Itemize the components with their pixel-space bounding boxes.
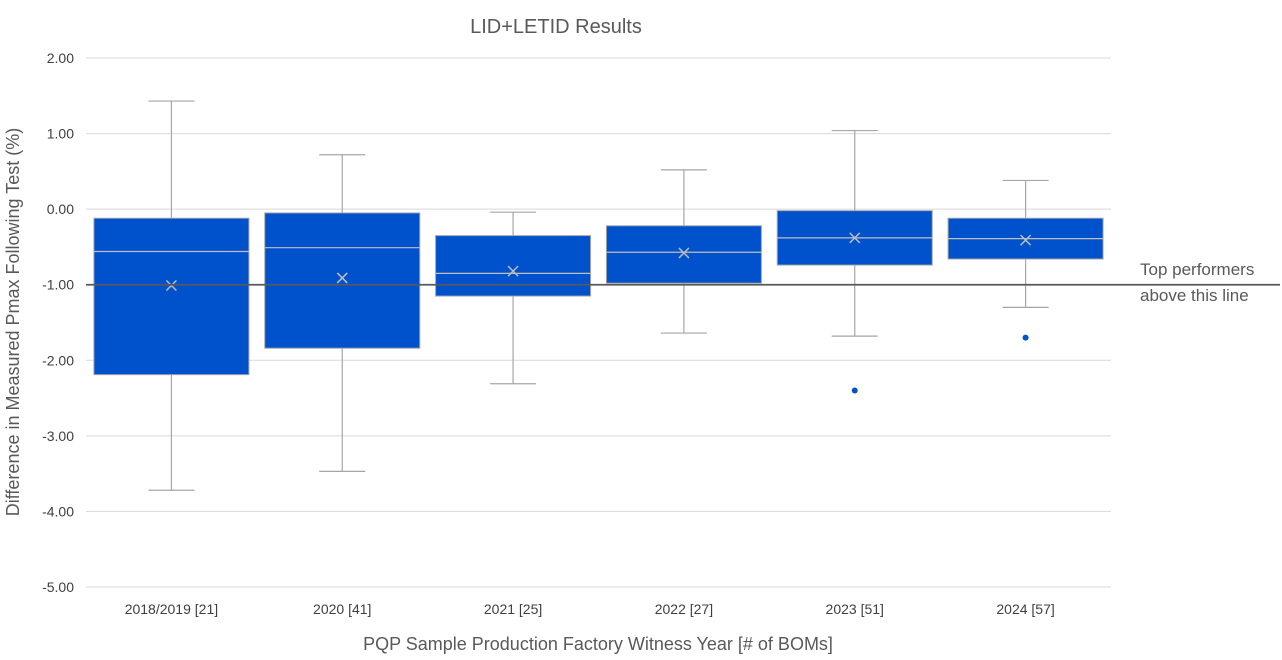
box-series-item (947, 179, 1104, 341)
y-tick-label: 1.00 (47, 126, 74, 142)
reference-label-line1: Top performers (1140, 260, 1254, 279)
box-iqr (435, 235, 592, 297)
x-tick-label: 2021 [25] (484, 601, 542, 617)
box-series-item (605, 169, 762, 334)
reference-line-group: Top performers above this line (86, 260, 1280, 305)
x-tick-label: 2024 [57] (996, 601, 1054, 617)
box-series-item (435, 211, 592, 385)
outlier-point (1022, 334, 1029, 341)
y-tick-label: -2.00 (42, 352, 74, 368)
outlier-point (851, 387, 858, 394)
mean-marker (336, 272, 348, 284)
y-tick-label: 0.00 (47, 201, 74, 217)
box-series-item (264, 154, 421, 472)
mean-marker (678, 247, 690, 259)
box-iqr (93, 217, 250, 376)
box-iqr (605, 225, 762, 284)
y-tick-label: -1.00 (42, 277, 74, 293)
mean-marker (507, 265, 519, 277)
x-tick-label: 2020 [41] (313, 601, 371, 617)
x-tick-label: 2018/2019 [21] (125, 601, 218, 617)
box-series-item (93, 100, 250, 491)
boxes (93, 100, 1104, 491)
box-iqr (264, 212, 421, 349)
box-series-item (776, 129, 933, 394)
chart-title: LID+LETID Results (470, 16, 642, 38)
y-axis-label: Difference in Measured Pmax Following Te… (3, 128, 23, 517)
y-axis-ticks: 2.00 1.00 0.00 -1.00 -2.00 -3.00 -4.00 -5.00 (42, 50, 74, 595)
x-axis-label: PQP Sample Production Factory Witness Ye… (363, 634, 833, 654)
mean-marker (849, 232, 861, 244)
x-tick-label: 2022 [27] (655, 601, 713, 617)
x-axis-ticks: 2018/2019 [21] 2020 [41] 2021 [25] 2022 [27… (125, 601, 1055, 617)
y-tick-label: -4.00 (42, 503, 74, 519)
y-tick-label: -3.00 (42, 428, 74, 444)
y-tick-label: 2.00 (47, 50, 74, 66)
x-tick-label: 2023 [51] (826, 601, 884, 617)
y-tick-label: -5.00 (42, 579, 74, 595)
reference-label-line2: above this line (1140, 286, 1249, 305)
mean-marker (1020, 234, 1032, 246)
